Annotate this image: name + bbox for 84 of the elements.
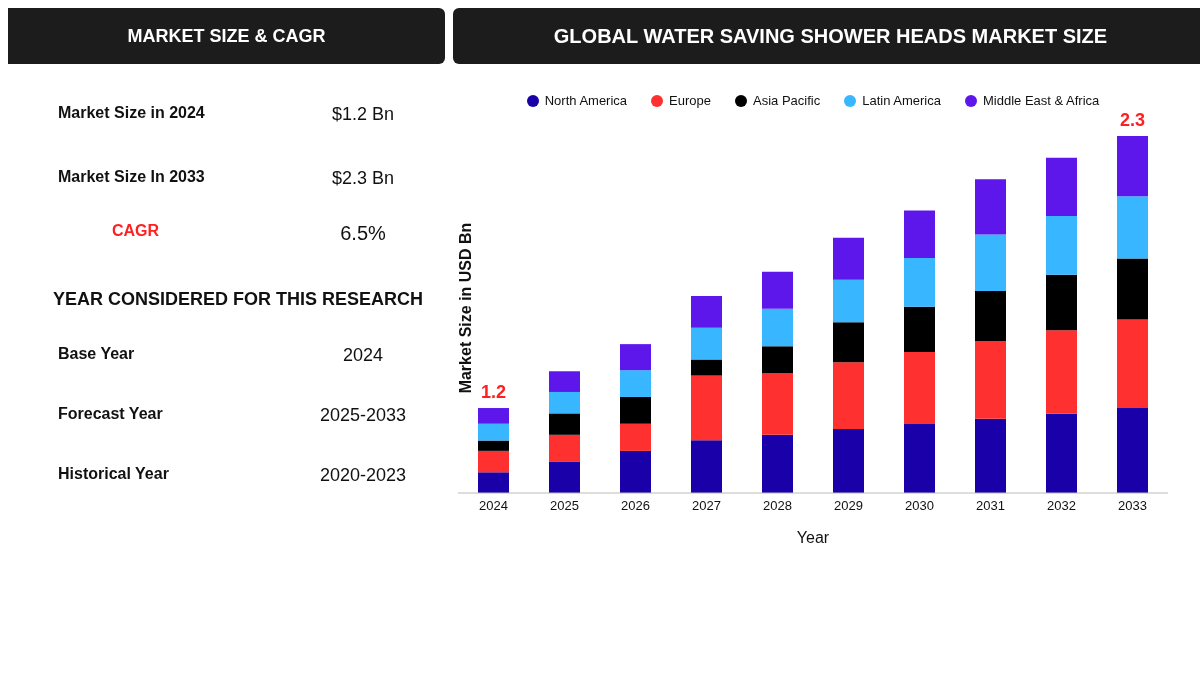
y-axis-title: Market Size in USD Bn	[457, 222, 475, 394]
bar	[1046, 330, 1077, 414]
bar	[691, 375, 722, 441]
bar	[975, 341, 1006, 419]
x-tick-label: 2032	[1047, 498, 1076, 514]
bar	[478, 423, 509, 441]
bar	[620, 370, 651, 397]
legend-label: North America	[543, 93, 628, 108]
bar	[549, 434, 580, 462]
x-tick-label: 2026	[621, 498, 650, 514]
bar	[549, 461, 580, 493]
bar	[762, 271, 793, 309]
bar	[549, 371, 580, 392]
bar	[904, 424, 935, 493]
bar	[904, 258, 935, 307]
bar	[762, 346, 793, 374]
annotation: 1.2	[480, 382, 507, 403]
x-tick-label: 2033	[1118, 498, 1147, 514]
text: 2024	[341, 345, 384, 366]
text: Market Size In 2033	[58, 168, 206, 186]
bar	[975, 179, 1006, 235]
bar	[478, 440, 509, 451]
bar	[620, 423, 651, 451]
bar	[1046, 215, 1077, 275]
x-tick-label: 2024	[479, 498, 508, 514]
bar	[762, 308, 793, 347]
x-axis-title: Year	[796, 529, 830, 546]
bar	[904, 210, 935, 259]
bar	[1117, 136, 1148, 197]
bar	[1046, 274, 1077, 331]
bar	[762, 434, 793, 493]
legend-label: Middle East & Africa	[981, 93, 1100, 108]
legend-label: Latin America	[861, 93, 941, 108]
bar	[975, 290, 1006, 342]
bar	[549, 391, 580, 414]
bar	[904, 306, 935, 352]
bar	[833, 237, 864, 280]
bar	[833, 322, 864, 363]
bar	[620, 396, 651, 424]
x-tick-label: 2028	[763, 498, 792, 514]
text: YEAR CONSIDERED FOR THIS RESEARCH	[52, 289, 424, 309]
bar	[1117, 408, 1148, 493]
text: MARKET SIZE & CAGR	[8, 8, 445, 64]
bar	[833, 429, 864, 493]
bar	[691, 327, 722, 360]
legend-label: Asia Pacific	[752, 93, 821, 108]
chart-title: GLOBAL WATER SAVING SHOWER HEADS MARKET SIZE	[453, 8, 1200, 64]
bar	[1117, 258, 1148, 320]
bar	[904, 351, 935, 425]
x-tick-label: 2025	[550, 498, 579, 514]
bar	[478, 450, 509, 473]
text: Forecast Year	[58, 405, 164, 423]
text: 2025-2033	[318, 405, 408, 426]
bar	[549, 413, 580, 435]
bar	[975, 234, 1006, 291]
x-tick-label: 2030	[905, 498, 934, 514]
bar	[1117, 196, 1148, 259]
text: Base Year	[58, 345, 136, 363]
text: 2020-2023	[318, 465, 408, 486]
bar	[975, 418, 1006, 493]
annotation: 2.3	[1119, 110, 1146, 130]
text: Market Size in 2024	[58, 104, 206, 122]
bar	[762, 373, 793, 435]
bar	[1117, 319, 1148, 409]
x-tick-label: 2027	[692, 498, 721, 514]
text: Historical Year	[58, 465, 170, 483]
text: $2.3 Bn	[330, 168, 396, 189]
bar	[478, 472, 509, 493]
bar	[620, 450, 651, 493]
bar	[478, 408, 509, 424]
bar	[620, 344, 651, 371]
x-tick-label: 2029	[834, 498, 863, 514]
text: 6.5%	[339, 222, 387, 245]
text: $1.2 Bn	[330, 104, 396, 125]
bar	[1046, 157, 1077, 216]
bar	[1046, 413, 1077, 493]
bar	[691, 359, 722, 376]
bar	[691, 440, 722, 493]
bar	[833, 362, 864, 430]
legend-label: Europe	[668, 93, 711, 108]
bar	[833, 279, 864, 323]
bar	[691, 295, 722, 328]
x-tick-label: 2031	[976, 498, 1005, 514]
text: CAGR	[110, 222, 161, 240]
